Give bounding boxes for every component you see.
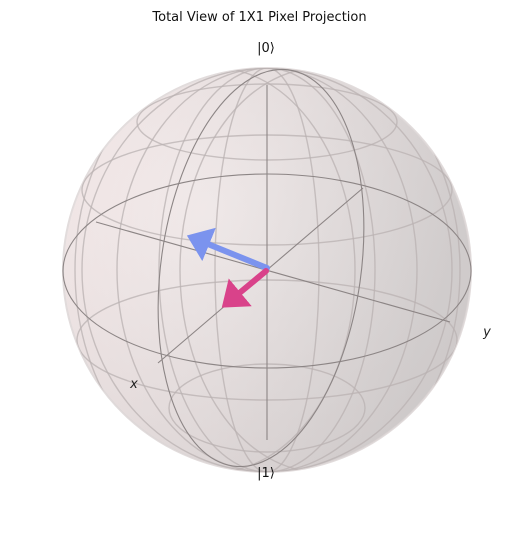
figure-title: Total View of 1X1 Pixel Projection [151, 10, 366, 25]
south-pole-label: |1⟩ [257, 466, 275, 481]
y-axis-line [95, 221, 451, 323]
state-vectors [186, 227, 270, 308]
state-vector-1 [186, 227, 270, 271]
x-axis-label: x [129, 377, 138, 392]
meridian-circle [157, 68, 365, 468]
sphere-wireframe-front [62, 68, 472, 468]
north-pole-label: |0⟩ [257, 41, 275, 56]
sphere-wireframe-back [74, 68, 461, 472]
y-axis-label: y [482, 325, 491, 340]
state-vector-2 [221, 268, 269, 308]
